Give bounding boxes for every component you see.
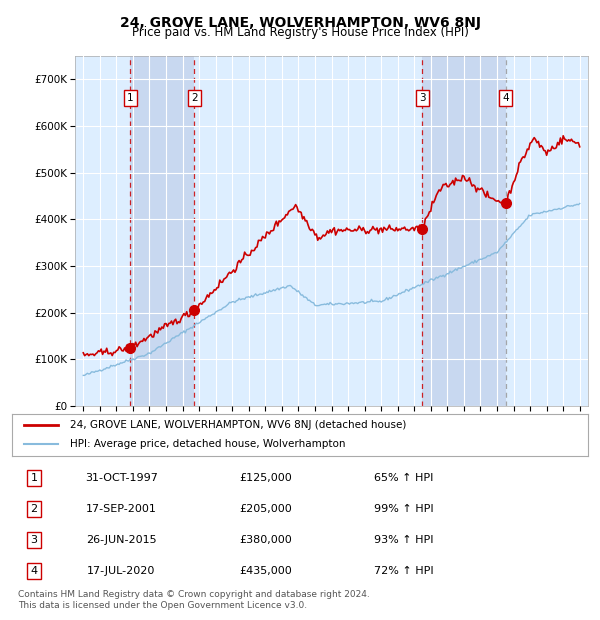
- Text: 24, GROVE LANE, WOLVERHAMPTON, WV6 8NJ (detached house): 24, GROVE LANE, WOLVERHAMPTON, WV6 8NJ (…: [70, 420, 406, 430]
- Text: 4: 4: [503, 93, 509, 103]
- Text: £205,000: £205,000: [239, 504, 292, 514]
- Text: 26-JUN-2015: 26-JUN-2015: [86, 535, 157, 545]
- Text: £125,000: £125,000: [239, 473, 292, 483]
- Text: 99% ↑ HPI: 99% ↑ HPI: [374, 504, 433, 514]
- Text: 3: 3: [419, 93, 425, 103]
- Text: Contains HM Land Registry data © Crown copyright and database right 2024.
This d: Contains HM Land Registry data © Crown c…: [18, 590, 370, 609]
- Text: 31-OCT-1997: 31-OCT-1997: [85, 473, 158, 483]
- Text: £380,000: £380,000: [239, 535, 292, 545]
- Bar: [130, 56, 194, 406]
- Text: 2: 2: [31, 504, 37, 514]
- Bar: [75, 56, 130, 406]
- Text: 17-JUL-2020: 17-JUL-2020: [87, 566, 155, 576]
- Text: £435,000: £435,000: [239, 566, 292, 576]
- Text: 3: 3: [31, 535, 37, 545]
- Text: 1: 1: [127, 93, 133, 103]
- Text: 2: 2: [191, 93, 197, 103]
- Bar: [194, 56, 422, 406]
- Bar: [422, 56, 506, 406]
- Bar: [506, 56, 588, 406]
- Text: 65% ↑ HPI: 65% ↑ HPI: [374, 473, 433, 483]
- Text: 1: 1: [31, 473, 37, 483]
- Text: 93% ↑ HPI: 93% ↑ HPI: [374, 535, 433, 545]
- Text: HPI: Average price, detached house, Wolverhampton: HPI: Average price, detached house, Wolv…: [70, 440, 345, 450]
- Text: 24, GROVE LANE, WOLVERHAMPTON, WV6 8NJ: 24, GROVE LANE, WOLVERHAMPTON, WV6 8NJ: [119, 16, 481, 30]
- Text: 72% ↑ HPI: 72% ↑ HPI: [374, 566, 433, 576]
- Text: 17-SEP-2001: 17-SEP-2001: [86, 504, 157, 514]
- Text: 4: 4: [31, 566, 37, 576]
- Text: Price paid vs. HM Land Registry's House Price Index (HPI): Price paid vs. HM Land Registry's House …: [131, 26, 469, 39]
